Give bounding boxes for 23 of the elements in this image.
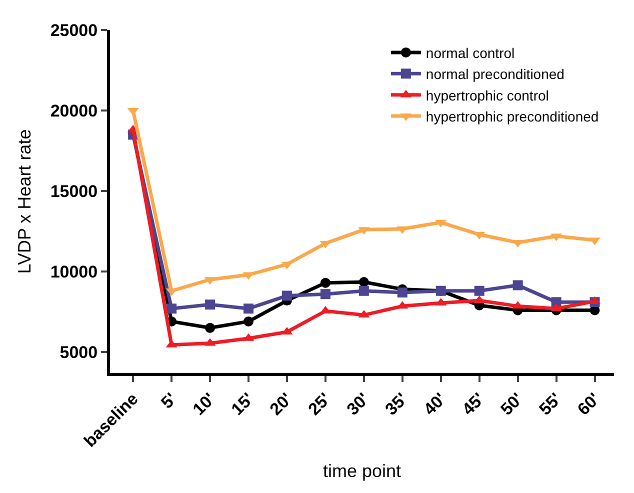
y-tick-label: 20000 xyxy=(50,101,98,120)
y-tick-label: 25000 xyxy=(50,20,98,40)
legend-label: hypertrophic control xyxy=(426,87,549,104)
legend-label: normal control xyxy=(426,44,515,61)
x-tick-label: 50' xyxy=(496,389,527,419)
x-tick-label: 20' xyxy=(266,389,296,419)
x-tick-label: 15' xyxy=(228,389,258,419)
x-tick-label: 30' xyxy=(343,389,373,419)
y-axis-title: LVDP x Heart rate xyxy=(14,129,35,274)
y-tick-label: 10000 xyxy=(50,262,98,282)
y-tick-label: 5000 xyxy=(60,343,98,362)
x-tick-label: 55' xyxy=(535,389,566,419)
legend-label: hypertrophic preconditioned xyxy=(426,108,599,125)
x-tick-label: 60' xyxy=(574,389,604,419)
x-tick-label: 25' xyxy=(304,389,334,419)
x-tick-label: 5' xyxy=(157,389,180,412)
x-tick-label: 35' xyxy=(382,389,412,419)
legend-label: normal preconditioned xyxy=(426,66,564,82)
x-tick-label: 40' xyxy=(420,389,450,419)
y-tick-label: 15000 xyxy=(50,182,98,201)
x-axis-title: time point xyxy=(322,460,402,481)
x-tick-label: 45' xyxy=(458,389,488,419)
x-tick-label: 10' xyxy=(189,389,219,419)
